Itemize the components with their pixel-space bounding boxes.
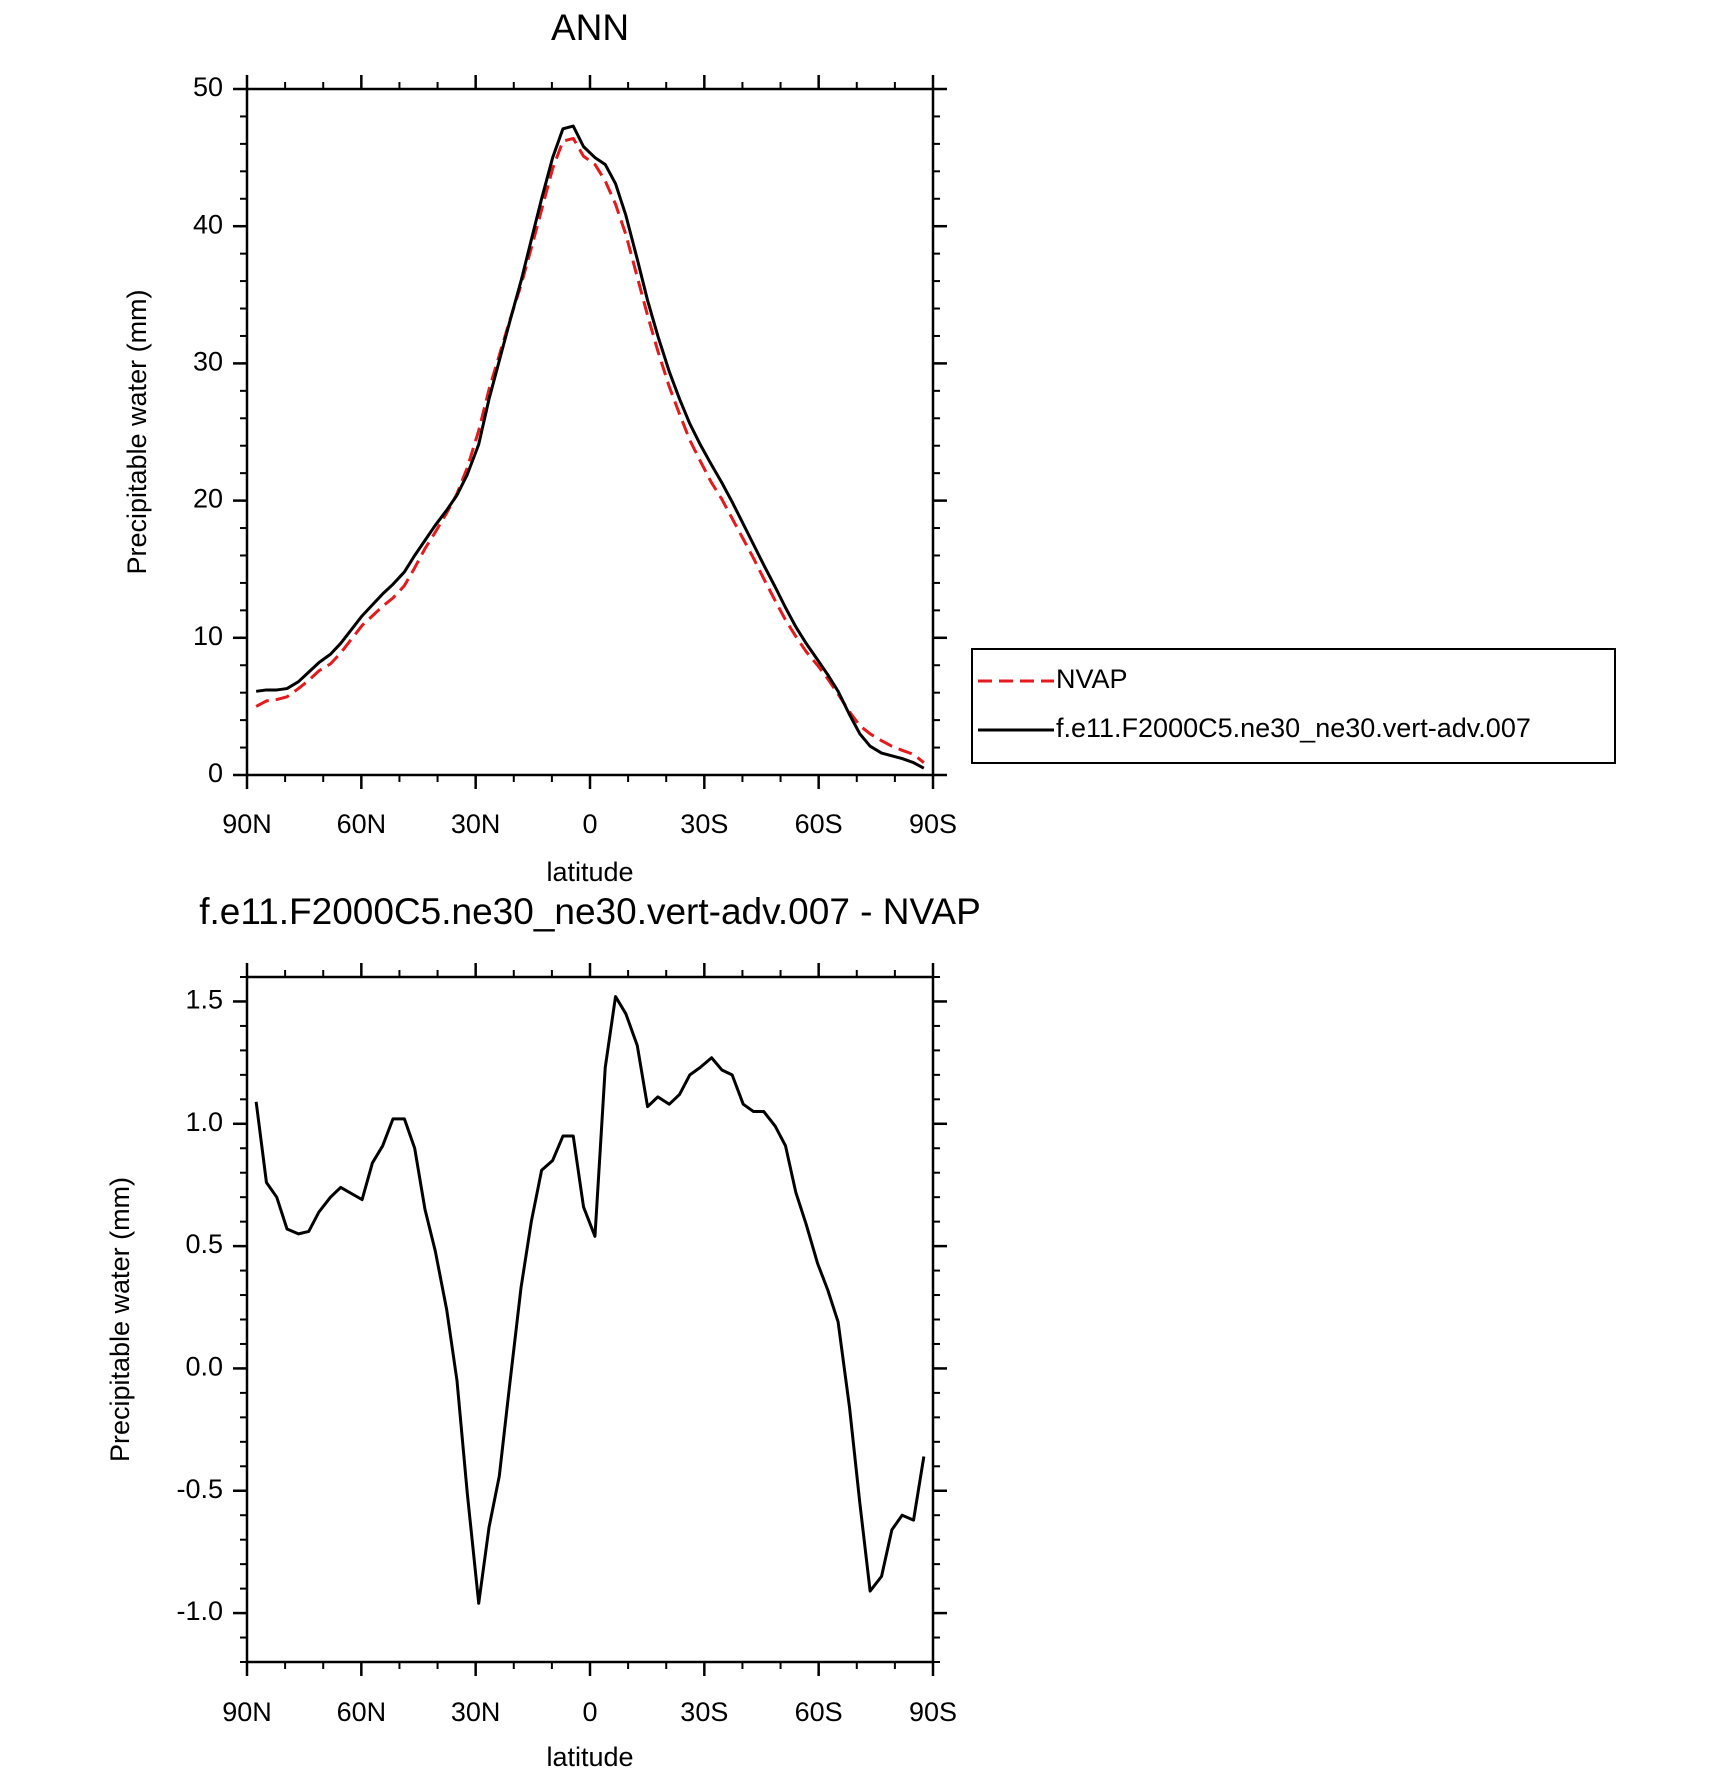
x-tick-label: 0 xyxy=(582,1697,597,1727)
y-tick-label: 1.5 xyxy=(185,985,223,1015)
y-tick-label: -0.5 xyxy=(176,1474,223,1504)
y-axis-title: Precipitable water (mm) xyxy=(105,1177,135,1462)
y-tick-label: 0 xyxy=(208,758,223,788)
data-line xyxy=(254,995,926,1605)
y-tick-label: 10 xyxy=(193,621,223,651)
y-tick-label: 50 xyxy=(193,72,223,102)
y-tick-label: -1.0 xyxy=(176,1596,223,1626)
legend-label: f.e11.F2000C5.ne30_ne30.vert-adv.007 xyxy=(1056,713,1531,743)
y-tick-label: 30 xyxy=(193,347,223,377)
x-axis-title: latitude xyxy=(546,857,633,887)
x-tick-label: 30S xyxy=(680,1697,728,1727)
y-tick-label: 0.0 xyxy=(185,1352,223,1382)
y-tick-label: 20 xyxy=(193,484,223,514)
data-line xyxy=(255,136,925,764)
legend-box xyxy=(971,648,1616,764)
plot-frame xyxy=(245,87,935,777)
x-tick-label: 30N xyxy=(451,809,501,839)
x-tick-label: 0 xyxy=(582,809,597,839)
x-tick-label: 60N xyxy=(337,1697,387,1727)
chart-title: ANN xyxy=(551,7,629,48)
legend-label: NVAP xyxy=(1056,664,1128,694)
x-tick-label: 60S xyxy=(795,1697,843,1727)
x-tick-label: 30N xyxy=(451,1697,501,1727)
x-tick-label: 60S xyxy=(795,809,843,839)
x-tick-label: 90S xyxy=(909,809,957,839)
x-tick-label: 90S xyxy=(909,1697,957,1727)
y-tick-label: 1.0 xyxy=(185,1107,223,1137)
x-tick-label: 60N xyxy=(337,809,387,839)
x-axis-title: latitude xyxy=(546,1742,633,1772)
x-tick-label: 30S xyxy=(680,809,728,839)
y-tick-label: 40 xyxy=(193,209,223,239)
plot-frame xyxy=(245,975,935,1664)
x-tick-label: 90N xyxy=(222,809,272,839)
data-line xyxy=(255,124,925,770)
y-tick-label: 0.5 xyxy=(185,1229,223,1259)
chart-title: f.e11.F2000C5.ne30_ne30.vert-adv.007 - N… xyxy=(199,891,981,932)
y-axis-title: Precipitable water (mm) xyxy=(122,289,152,574)
x-tick-label: 90N xyxy=(222,1697,272,1727)
